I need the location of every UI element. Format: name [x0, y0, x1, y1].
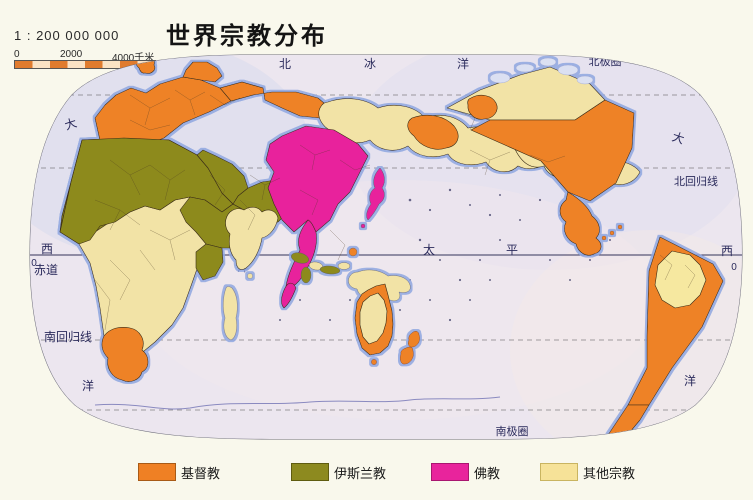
svg-text:北回归线: 北回归线 — [674, 174, 718, 188]
svg-text:0: 0 — [731, 262, 737, 273]
svg-text:太: 太 — [423, 242, 435, 257]
svg-text:北极圈: 北极圈 — [589, 54, 622, 68]
svg-text:洋: 洋 — [684, 373, 696, 388]
svg-text:洋: 洋 — [457, 56, 469, 71]
svg-text:南回归线: 南回归线 — [44, 329, 92, 344]
svg-text:洋: 洋 — [82, 378, 94, 393]
svg-text:平: 平 — [506, 243, 518, 257]
svg-text:西: 西 — [721, 244, 733, 258]
svg-text:赤道: 赤道 — [34, 263, 58, 277]
svg-text:北: 北 — [279, 57, 291, 71]
svg-text:冰: 冰 — [364, 57, 376, 71]
svg-text:南极圈: 南极圈 — [496, 424, 529, 438]
svg-text:西: 西 — [41, 242, 53, 256]
